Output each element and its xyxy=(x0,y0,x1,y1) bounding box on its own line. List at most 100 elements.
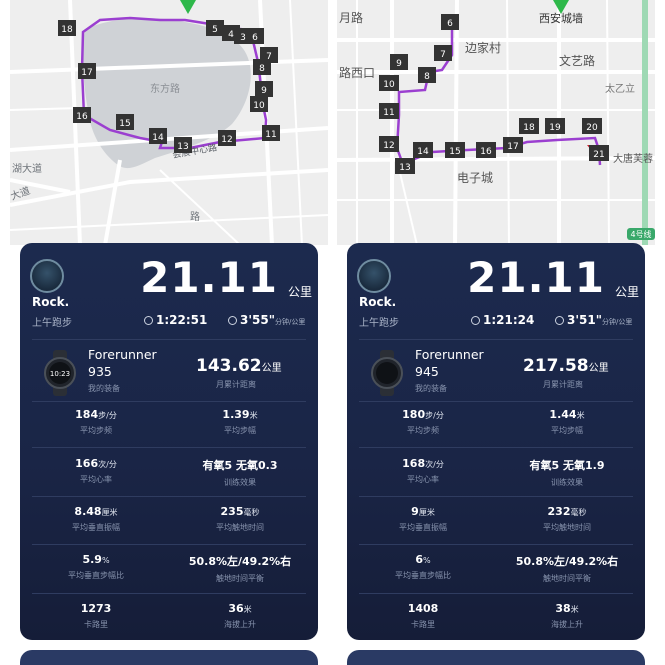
pace-unit: 分钟/公里 xyxy=(601,318,633,326)
monthly-distance: 143.62公里 xyxy=(196,356,282,376)
monthly-distance-unit: 公里 xyxy=(261,363,282,374)
svg-text:17: 17 xyxy=(507,142,518,152)
activity-summary-card[interactable]: Rock. 上午跑步 21.11 公里 1:21:24 3'51"分钟/公里 F… xyxy=(347,243,645,640)
route-marker: 16 xyxy=(476,142,496,158)
divider xyxy=(359,593,633,594)
route-marker: 10 xyxy=(250,96,268,112)
map-label: 湖大道 xyxy=(12,162,42,175)
stat-ground-contact-time: 232毫秒 平均触地时间 xyxy=(543,505,591,532)
stat-vertical-oscillation: 9厘米 平均垂直振幅 xyxy=(399,505,447,532)
svg-text:6: 6 xyxy=(447,19,453,29)
pace-icon xyxy=(228,316,237,325)
watch-icon: 10:23 xyxy=(44,350,76,396)
stat-elevation-gain: 36米 海拔上升 xyxy=(224,602,256,629)
route-map[interactable]: 4号线 月路 西安城墙 边家村 路西口 文艺路 太乙立 大唐芙蓉 电子城 6 7… xyxy=(337,0,655,245)
pace-icon xyxy=(555,316,564,325)
svg-text:18: 18 xyxy=(61,25,73,35)
map-label: 边家村 xyxy=(465,40,501,55)
svg-text:16: 16 xyxy=(480,147,492,157)
stat-cadence: 184步/分 平均步频 xyxy=(75,408,117,435)
watch-face-time: 10:23 xyxy=(50,370,70,378)
stat-calories: 1408 卡路里 xyxy=(407,602,439,629)
divider xyxy=(32,339,306,340)
divider xyxy=(359,496,633,497)
route-marker: 21 xyxy=(589,145,609,161)
svg-text:8: 8 xyxy=(259,64,265,74)
map-label: 4号线 xyxy=(630,229,651,239)
monthly-distance-label: 月累计距离 xyxy=(216,380,256,389)
activity-screenshot-left: 湖大道 大道 路 会展中心路 东方路 18 17 16 15 14 13 12 … xyxy=(10,0,328,665)
divider xyxy=(32,496,306,497)
timer-icon xyxy=(471,316,480,325)
next-card-peek xyxy=(20,650,318,665)
svg-text:21: 21 xyxy=(593,150,604,160)
route-marker: 18 xyxy=(519,118,539,134)
stat-gct-balance: 50.8%左/49.2%右 触地时间平衡 xyxy=(188,555,292,583)
route-marker: 10 xyxy=(379,75,399,91)
pace-value: 3'55" xyxy=(240,313,275,327)
activity-summary-card[interactable]: Rock. 上午跑步 21.11 公里 1:22:51 3'55"分钟/公里 1… xyxy=(20,243,318,640)
route-marker: 15 xyxy=(116,114,134,130)
svg-text:9: 9 xyxy=(261,86,267,96)
stat-elevation-gain: 38米 海拔上升 xyxy=(551,602,583,629)
map-canvas: 4号线 月路 西安城墙 边家村 路西口 文艺路 太乙立 大唐芙蓉 电子城 6 7… xyxy=(337,0,655,245)
avatar[interactable] xyxy=(357,259,391,293)
svg-text:9: 9 xyxy=(396,59,402,69)
route-marker: 14 xyxy=(413,142,433,158)
svg-text:19: 19 xyxy=(549,123,561,133)
route-marker: 19 xyxy=(545,118,565,134)
monthly-distance-value: 217.58 xyxy=(523,356,589,376)
stat-training-effect: 有氧5 无氧0.3 训练效果 xyxy=(202,459,278,487)
map-label: 电子城 xyxy=(457,171,493,185)
stat-cadence: 180步/分 平均步频 xyxy=(402,408,444,435)
divider xyxy=(32,401,306,402)
distance-unit: 公里 xyxy=(287,285,312,299)
duration-value: 1:22:51 xyxy=(156,313,208,327)
svg-text:13: 13 xyxy=(177,142,188,152)
stat-training-effect: 有氧5 无氧1.9 训练效果 xyxy=(529,459,605,487)
route-marker: 11 xyxy=(379,103,399,119)
route-marker: 9 xyxy=(255,81,273,97)
route-marker: 6 xyxy=(441,14,459,30)
route-marker: 7 xyxy=(260,47,278,63)
svg-text:10: 10 xyxy=(383,80,395,90)
map-label: 文艺路 xyxy=(559,53,595,68)
route-map[interactable]: 湖大道 大道 路 会展中心路 东方路 18 17 16 15 14 13 12 … xyxy=(10,0,328,245)
divider xyxy=(32,447,306,448)
activity-type: 上午跑步 xyxy=(32,318,72,329)
svg-text:17: 17 xyxy=(81,68,92,78)
timer-icon xyxy=(144,316,153,325)
stat-vertical-oscillation: 8.48厘米 平均垂直振幅 xyxy=(72,505,120,532)
device-model: 935 xyxy=(88,364,112,379)
map-label: 东方路 xyxy=(150,82,180,95)
avatar[interactable] xyxy=(30,259,64,293)
lake-shape xyxy=(82,18,251,169)
map-label: 路 xyxy=(190,210,200,223)
route-marker: 17 xyxy=(503,137,523,153)
svg-text:18: 18 xyxy=(523,123,535,133)
stat-heart-rate: 168次/分 平均心率 xyxy=(402,457,444,484)
stat-gct-balance: 50.8%左/49.2%右 触地时间平衡 xyxy=(515,555,619,583)
pace-unit: 分钟/公里 xyxy=(274,318,306,326)
activity-screenshot-right: 4号线 月路 西安城墙 边家村 路西口 文艺路 太乙立 大唐芙蓉 电子城 6 7… xyxy=(337,0,655,665)
svg-text:5: 5 xyxy=(212,25,218,35)
route-marker: 8 xyxy=(418,67,436,83)
divider xyxy=(359,401,633,402)
duration: 1:22:51 xyxy=(144,313,207,327)
distance-unit: 公里 xyxy=(614,285,639,299)
svg-text:10: 10 xyxy=(253,101,265,111)
svg-text:6: 6 xyxy=(252,33,258,43)
divider xyxy=(359,447,633,448)
route-marker: 11 xyxy=(262,125,280,141)
monthly-distance-unit: 公里 xyxy=(588,363,609,374)
activity-type: 上午跑步 xyxy=(359,318,399,329)
svg-text:8: 8 xyxy=(424,72,430,82)
svg-text:12: 12 xyxy=(383,141,394,151)
device-name: Forerunner xyxy=(415,347,484,362)
svg-text:13: 13 xyxy=(399,163,410,173)
watch-icon xyxy=(371,350,403,396)
divider xyxy=(32,593,306,594)
device-model: 945 xyxy=(415,364,439,379)
route-marker: 12 xyxy=(379,136,399,152)
svg-text:7: 7 xyxy=(440,50,446,60)
